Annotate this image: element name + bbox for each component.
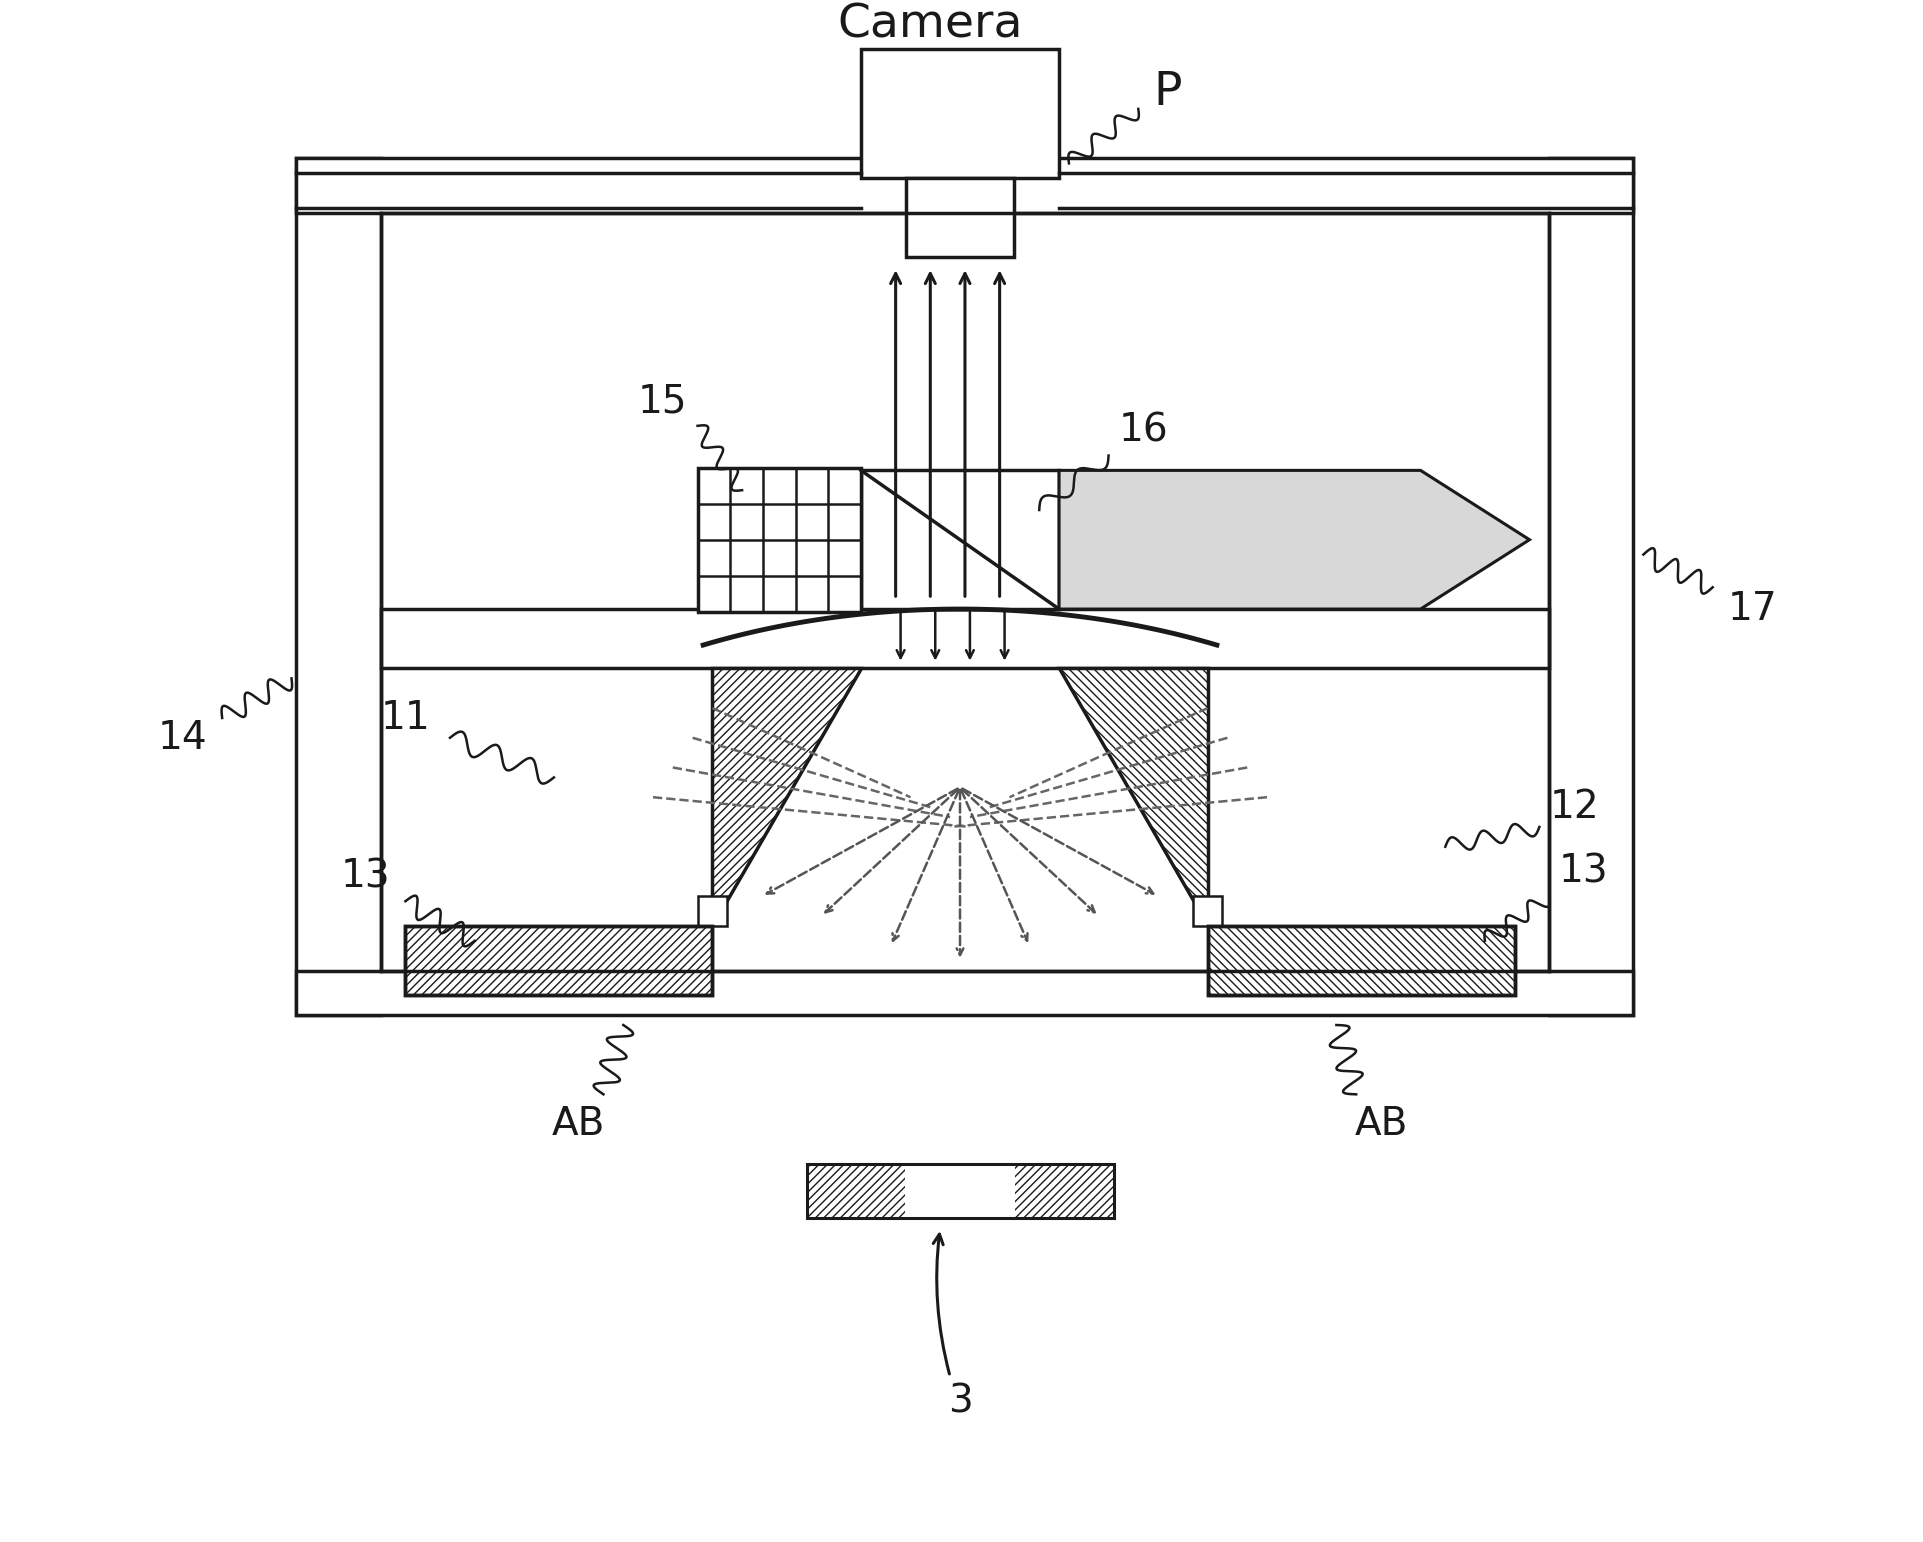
Polygon shape (712, 669, 862, 925)
Bar (1015, 1164, 1113, 1218)
Text: 11: 11 (381, 699, 431, 737)
Text: 13: 13 (1560, 853, 1610, 890)
Bar (806, 1164, 904, 1218)
Text: 17: 17 (1727, 591, 1777, 628)
Text: P: P (1154, 69, 1183, 114)
Bar (1192, 896, 1223, 925)
Text: 13: 13 (340, 857, 390, 896)
Text: AB: AB (552, 1106, 606, 1143)
Text: 14: 14 (158, 719, 208, 757)
Bar (862, 49, 1060, 179)
Bar (698, 896, 727, 925)
Bar (806, 1164, 1113, 1218)
Bar (1550, 159, 1633, 1015)
Text: 15: 15 (638, 382, 688, 419)
Text: Camera: Camera (838, 2, 1023, 48)
Bar (906, 179, 1015, 258)
Text: 3: 3 (948, 1382, 973, 1420)
Bar (296, 970, 1633, 1015)
Bar (1208, 925, 1515, 995)
Text: AB: AB (1354, 1106, 1408, 1143)
Bar (381, 609, 1550, 669)
Bar (296, 159, 1633, 213)
Bar (1208, 925, 1515, 995)
Bar (862, 470, 1060, 609)
Bar (406, 925, 712, 995)
Bar (296, 159, 381, 1015)
Polygon shape (1060, 669, 1208, 925)
Polygon shape (1060, 470, 1529, 609)
Bar (406, 925, 712, 995)
Text: 12: 12 (1550, 788, 1598, 827)
Text: 16: 16 (1119, 412, 1167, 450)
Bar (698, 469, 862, 612)
